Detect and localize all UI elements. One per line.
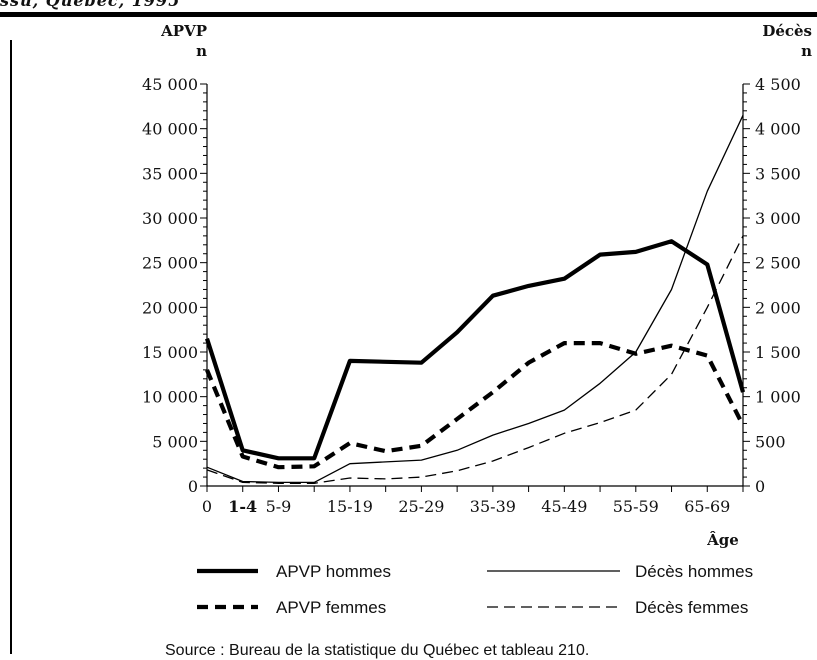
left-tick-label: 20 000 [142, 298, 198, 317]
series-line-deces-hommes [206, 115, 744, 484]
x-tick-label: 35-39 [470, 497, 516, 516]
axis-titles: APVP n Décès n Âge [160, 22, 812, 549]
x-axis-ticks: 0 1-4 5-9 15-19 25-29 35-39 45-49 55-59 65-69 [202, 486, 744, 516]
source-note: Source : Bureau de la statistique du Qué… [165, 642, 590, 659]
x-tick-label: 15-19 [327, 497, 373, 516]
left-tick-label: 35 000 [142, 164, 198, 183]
left-tick-label: 25 000 [142, 254, 198, 273]
left-tick-label: 30 000 [142, 209, 198, 228]
x-tick-label: 65-69 [684, 497, 730, 516]
legend: APVP hommes APVP femmes Décès hommes Décès … [197, 562, 753, 617]
left-tick-label: 45 000 [142, 75, 198, 94]
legend-label: APVP hommes [276, 562, 391, 581]
legend-label: Décès hommes [635, 562, 753, 581]
header-fragment: ssu, Québec, 1995 [0, 0, 181, 10]
right-axis-title: Décès [762, 22, 812, 40]
series-line-apvp-femmes [205, 341, 745, 470]
right-tick-label: 2 500 [755, 254, 801, 273]
left-rule [10, 40, 12, 654]
top-rule [0, 12, 817, 17]
right-tick-label: 3 000 [755, 209, 801, 228]
right-tick-label: 0 [755, 477, 765, 496]
left-tick-label: 10 000 [142, 388, 198, 407]
x-tick-label: 45-49 [541, 497, 587, 516]
chart-axes [200, 83, 750, 487]
x-tick-label: 1-4 [228, 497, 257, 516]
left-tick-label: 40 000 [142, 120, 198, 139]
left-axis-ticks: 0 5 000 10 000 15 000 20 000 25 000 30 000 35 0… [142, 75, 198, 496]
right-tick-label: 500 [755, 432, 786, 451]
x-tick-label: 55-59 [613, 497, 659, 516]
left-axis-title: APVP [160, 22, 207, 40]
left-tick-label: 5 000 [152, 432, 198, 451]
right-tick-label: 4 000 [755, 120, 801, 139]
right-tick-label: 2 000 [755, 298, 801, 317]
right-axis-ticks: 0 500 1 000 1 500 2 000 2 500 3 000 3 500 4 000 4… [755, 75, 801, 496]
series-line-deces-femmes [206, 235, 744, 484]
left-axis-title: n [196, 42, 207, 60]
left-tick-label: 15 000 [142, 343, 198, 362]
x-tick-label: 0 [202, 497, 212, 516]
right-tick-label: 4 500 [755, 75, 801, 94]
right-tick-label: 1 500 [755, 343, 801, 362]
left-tick-label: 0 [188, 477, 198, 496]
right-tick-label: 3 500 [755, 164, 801, 183]
x-tick-label: 5-9 [266, 497, 292, 516]
right-axis-title: n [801, 42, 812, 60]
series-line-apvp-hommes [204, 239, 746, 461]
series-lines [204, 115, 746, 484]
right-tick-label: 1 000 [755, 388, 801, 407]
x-tick-label: 25-29 [398, 497, 444, 516]
x-axis-title: Âge [706, 531, 739, 549]
legend-label: APVP femmes [276, 598, 386, 617]
legend-label: Décès femmes [635, 598, 748, 617]
